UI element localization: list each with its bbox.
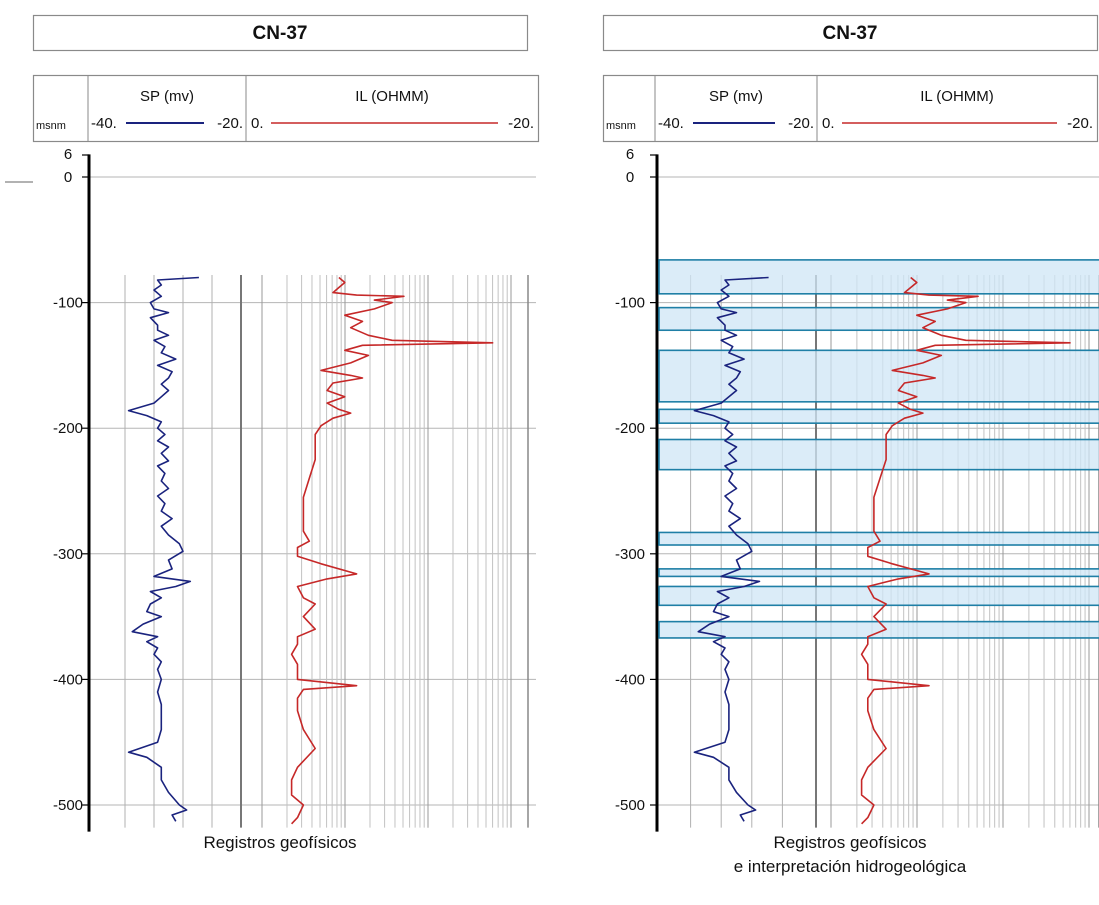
aquifer-interval-7 bbox=[658, 568, 1099, 578]
depth-tick-label: -100 bbox=[615, 295, 645, 312]
well-title-box bbox=[602, 14, 1099, 52]
depth-tick-label: 0 bbox=[626, 169, 634, 186]
figure-caption: Registros geofísicos bbox=[773, 833, 926, 852]
il-track-name: IL (OHMM) bbox=[355, 88, 429, 105]
depth-tick-label: -300 bbox=[615, 546, 645, 563]
aquifer-interval-8 bbox=[658, 585, 1099, 607]
il-log-curve bbox=[860, 276, 1071, 825]
figure-caption: Registros geofísicos bbox=[203, 833, 356, 852]
depth-tick-label: -400 bbox=[615, 671, 645, 688]
log-panel-1: CN-37 msnm SP (mv) -40. -20. IL (OHMM) 0. -20. 6… bbox=[5, 14, 540, 852]
depth-tick-label: -100 bbox=[53, 295, 83, 312]
sp-log-curve bbox=[693, 276, 769, 822]
depth-unit-label: msnm bbox=[606, 120, 636, 132]
il-scale-left: 0. bbox=[251, 115, 264, 132]
depth-tick-label: -500 bbox=[53, 797, 83, 814]
log-panel-2: CN-37 msnm SP (mv) -40. -20. IL (OHMM) 0. -20. 6… bbox=[602, 14, 1099, 876]
aquifer-interval-4 bbox=[658, 408, 1099, 424]
depth-tick-label: -400 bbox=[53, 671, 83, 688]
sp-scale-right: -20. bbox=[217, 115, 243, 132]
well-title: CN-37 bbox=[253, 23, 308, 44]
depth-tick-label: -500 bbox=[615, 797, 645, 814]
depth-tick-label: -200 bbox=[615, 420, 645, 437]
aquifer-interval-1 bbox=[658, 259, 1099, 295]
depth-tick-label: 6 bbox=[626, 146, 634, 163]
depth-tick-label: 6 bbox=[64, 146, 72, 163]
well-title-box bbox=[32, 14, 529, 52]
depth-unit-label: msnm bbox=[36, 120, 66, 132]
figure-caption: e interpretación hidrogeológica bbox=[734, 857, 967, 876]
il-log-curve bbox=[290, 276, 494, 825]
well-title: CN-37 bbox=[823, 23, 878, 44]
sp-log-curve bbox=[127, 276, 199, 822]
il-scale-left: 0. bbox=[822, 115, 835, 132]
il-scale-right: -20. bbox=[1067, 115, 1093, 132]
aquifer-interval-2 bbox=[658, 306, 1099, 332]
sp-scale-left: -40. bbox=[658, 115, 684, 132]
il-track-name: IL (OHMM) bbox=[920, 88, 994, 105]
il-scale-right: -20. bbox=[508, 115, 534, 132]
depth-tick-label: 0 bbox=[64, 169, 72, 186]
sp-scale-right: -20. bbox=[788, 115, 814, 132]
sp-track-name: SP (mv) bbox=[709, 88, 763, 105]
sp-track-name: SP (mv) bbox=[140, 88, 194, 105]
aquifer-interval-9 bbox=[658, 620, 1099, 639]
track-header bbox=[32, 74, 540, 143]
aquifer-interval-3 bbox=[658, 349, 1099, 403]
sp-scale-left: -40. bbox=[91, 115, 117, 132]
depth-tick-label: -200 bbox=[53, 420, 83, 437]
track-header bbox=[602, 74, 1099, 143]
depth-tick-label: -300 bbox=[53, 546, 83, 563]
